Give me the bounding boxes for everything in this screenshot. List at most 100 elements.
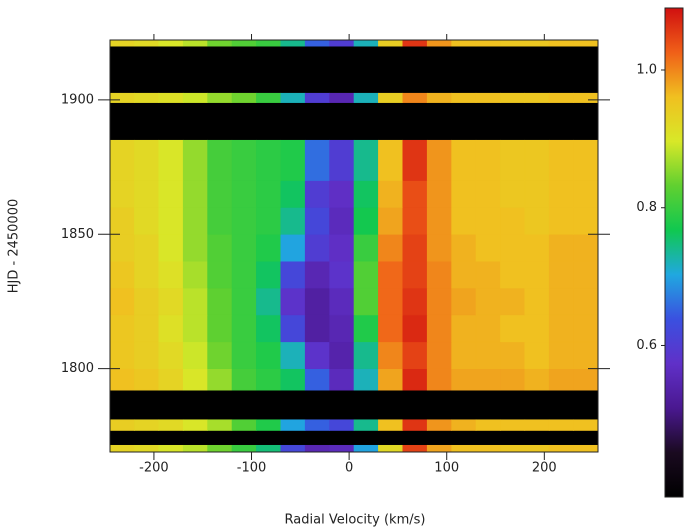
heatmap-cell <box>304 260 330 289</box>
heatmap-cell <box>402 139 428 181</box>
heatmap-cell <box>207 260 233 289</box>
heatmap-cell <box>304 39 330 47</box>
heatmap-cell <box>256 444 282 453</box>
heatmap-cell <box>280 260 306 289</box>
x-tick-label: -100 <box>237 461 267 476</box>
heatmap-cell <box>329 139 355 181</box>
heatmap-cell <box>573 260 599 289</box>
heatmap-cell <box>378 444 404 453</box>
heatmap-cell <box>134 287 160 316</box>
heatmap-cell <box>158 260 184 289</box>
heatmap-cell <box>158 444 184 453</box>
heatmap-cell <box>548 92 574 103</box>
heatmap-cell <box>451 92 477 103</box>
heatmap-cell <box>524 260 550 289</box>
heatmap-cell <box>231 39 257 47</box>
heatmap-cell <box>475 180 501 208</box>
heatmap-cell <box>280 314 306 343</box>
heatmap-cell <box>426 314 452 343</box>
heatmap-cell <box>329 341 355 369</box>
heatmap-cell <box>158 180 184 208</box>
heatmap-cell <box>475 444 501 453</box>
heatmap-cell <box>280 368 306 391</box>
heatmap-cell <box>304 341 330 369</box>
heatmap-cell <box>109 444 135 453</box>
heatmap-cell <box>207 444 233 453</box>
heatmap-cell <box>231 341 257 369</box>
heatmap-cell <box>182 234 208 262</box>
heatmap-cell <box>158 341 184 369</box>
heatmap-cell <box>353 314 379 343</box>
heatmap-cell <box>500 260 526 289</box>
heatmap-cell <box>353 341 379 369</box>
heatmap-cell <box>109 314 135 343</box>
heatmap-cell <box>524 92 550 103</box>
heatmap-cell <box>500 39 526 47</box>
heatmap-cell <box>402 287 428 316</box>
heatmap-cell <box>573 180 599 208</box>
heatmap-cell <box>402 368 428 391</box>
heatmap-cell <box>475 234 501 262</box>
heatmap-cell <box>329 260 355 289</box>
heatmap-cell <box>426 207 452 235</box>
heatmap-cell <box>207 180 233 208</box>
heatmap-cell <box>134 234 160 262</box>
heatmap-cell <box>353 419 379 431</box>
heatmap-cell <box>256 260 282 289</box>
heatmap-cell <box>524 341 550 369</box>
heatmap-cell <box>426 419 452 431</box>
heatmap-cell <box>353 39 379 47</box>
heatmap-cell <box>109 368 135 391</box>
heatmap-cell <box>475 287 501 316</box>
heatmap-cell <box>134 39 160 47</box>
heatmap-cell <box>378 92 404 103</box>
heatmap-cell <box>426 39 452 47</box>
heatmap-cell <box>524 419 550 431</box>
heatmap-cell <box>402 234 428 262</box>
y-tick-label: 1800 <box>61 361 94 376</box>
heatmap-cell <box>573 341 599 369</box>
heatmap-cell <box>207 234 233 262</box>
heatmap-cell <box>207 368 233 391</box>
heatmap-cell <box>329 444 355 453</box>
heatmap-cell <box>353 180 379 208</box>
heatmap-cell <box>231 207 257 235</box>
heatmap-cell <box>573 287 599 316</box>
heatmap-cell <box>256 180 282 208</box>
heatmap-cell <box>304 139 330 181</box>
heatmap-cell <box>182 444 208 453</box>
heatmap-cell <box>280 180 306 208</box>
heatmap-cell <box>207 207 233 235</box>
heatmap-cell <box>207 341 233 369</box>
heatmap-cell <box>256 419 282 431</box>
heatmap-cell <box>426 287 452 316</box>
heatmap-cell <box>207 287 233 316</box>
heatmap-cell <box>426 180 452 208</box>
heatmap-cell <box>256 341 282 369</box>
heatmap-cell <box>475 368 501 391</box>
heatmap-cell <box>329 39 355 47</box>
heatmap-cell <box>548 419 574 431</box>
heatmap-cell <box>402 180 428 208</box>
heatmap-cell <box>475 260 501 289</box>
heatmap-cell <box>353 139 379 181</box>
heatmap-cell <box>548 314 574 343</box>
heatmap-cell <box>109 260 135 289</box>
heatmap-cell <box>134 207 160 235</box>
heatmap-cell <box>256 287 282 316</box>
heatmap-cell <box>402 419 428 431</box>
heatmap-cell <box>573 39 599 47</box>
heatmap-cell <box>451 444 477 453</box>
heatmap-cell <box>329 314 355 343</box>
heatmap-cell <box>280 39 306 47</box>
heatmap-cell <box>109 92 135 103</box>
heatmap-cell <box>304 419 330 431</box>
heatmap-cell <box>524 368 550 391</box>
heatmap-cell <box>475 341 501 369</box>
heatmap-cell <box>207 314 233 343</box>
heatmap-cell <box>256 207 282 235</box>
heatmap-cell <box>402 39 428 47</box>
heatmap-cell <box>207 39 233 47</box>
heatmap-cell <box>548 444 574 453</box>
heatmap-cell <box>500 139 526 181</box>
